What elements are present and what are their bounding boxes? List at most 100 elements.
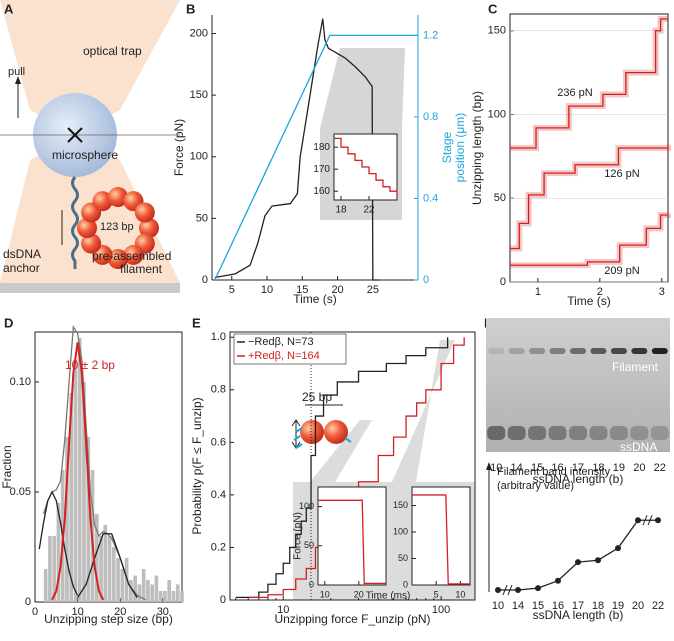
y-tick-label: 150 [393, 500, 408, 510]
data-line [51, 342, 105, 601]
bar [124, 557, 129, 602]
data-line [334, 137, 398, 196]
series-label: 126 pN [604, 168, 640, 180]
bar [154, 575, 159, 602]
data-point [595, 557, 601, 564]
y-axis-label: Force (pN) [172, 119, 186, 176]
data-line [214, 34, 418, 281]
dna [71, 176, 79, 269]
x-tick-label: 15 [531, 462, 543, 474]
legend-box [233, 333, 347, 365]
filament-bead [92, 191, 113, 212]
bead [324, 420, 348, 444]
gel-band [569, 426, 587, 440]
y-tick-label: 0 [25, 596, 31, 608]
annotation: 25 bp [302, 390, 332, 404]
y-tick-label: 160 [313, 186, 330, 197]
y-axis-label: Fraction [0, 445, 14, 488]
bar [82, 381, 86, 602]
filament-bead [108, 249, 128, 269]
bar [129, 579, 133, 602]
y2-tick-label: 0 [423, 274, 429, 286]
x-tick-label: 19 [612, 600, 624, 612]
zoom-wedge [310, 420, 372, 482]
filament-bead [134, 202, 155, 223]
bar [133, 575, 137, 602]
zoom-wedge [320, 48, 405, 128]
filament-bead [123, 244, 144, 265]
y2-tick-label: 0.4 [423, 192, 438, 204]
y-arrow-head [486, 462, 492, 470]
bar [111, 546, 116, 602]
bar [137, 584, 142, 602]
x-tick-label: 22 [363, 205, 375, 216]
gel-band [631, 348, 648, 354]
gel-band [528, 426, 547, 440]
data-line [510, 144, 669, 250]
bar [141, 568, 146, 602]
x-tick-label: 1 [535, 286, 541, 298]
data-point [515, 587, 521, 593]
bar [56, 502, 61, 602]
x-axis-label: Time (s) [293, 292, 337, 306]
filament-bead [77, 218, 97, 238]
x-tick-label: 5 [434, 589, 439, 599]
x-tick-label: 30 [157, 606, 169, 618]
zoom-wedge [392, 340, 455, 482]
filament-ring [77, 187, 159, 269]
axis-break [642, 515, 653, 526]
gel-band [487, 426, 506, 440]
x-tick-label: 22 [652, 600, 664, 612]
bar [77, 337, 82, 602]
bar [86, 436, 91, 602]
y-tick-label: 150 [190, 89, 208, 101]
data-point [555, 577, 561, 584]
bar [48, 535, 52, 602]
x-tick-label: 25 [367, 284, 379, 296]
y-axis-label: (arbitrary value) [497, 480, 574, 492]
x-tick-label: 10 [490, 462, 502, 474]
pull-arrow-head [15, 76, 21, 84]
data-line [510, 18, 668, 149]
x-tick-label: 18 [335, 205, 347, 216]
x-tick-label: 15 [296, 284, 308, 296]
gel-band [488, 348, 505, 354]
force-arrows [291, 419, 301, 449]
gel-band [570, 348, 586, 354]
data-line [412, 494, 470, 585]
x-tick-label: 10 [277, 604, 289, 616]
x-tick-label: 17 [572, 462, 584, 474]
dna-strand [293, 427, 352, 449]
gel-band [548, 426, 567, 440]
legend-label: +Redβ, N=164 [248, 350, 320, 362]
y-tick-label: 50 [494, 192, 506, 204]
data-point [535, 585, 541, 592]
y-tick-label: 0.05 [10, 486, 31, 498]
x-tick-label: 14 [512, 600, 524, 612]
x-tick-label: 19 [613, 462, 625, 474]
y-tick-label: 0.8 [211, 384, 226, 396]
gel-label: ssDNA [620, 440, 657, 454]
y-tick-label: 100 [488, 108, 506, 120]
label: optical trap [83, 44, 142, 58]
bar [163, 590, 167, 602]
filament-bead [139, 218, 159, 238]
filament-bead [108, 187, 128, 207]
x-tick-label: 14 [511, 462, 523, 474]
y-tick-label: 0.4 [211, 489, 226, 501]
x-tick-label: 20 [114, 606, 126, 618]
data-line [214, 18, 380, 281]
y-axis-label: Filament band intensity [497, 466, 611, 478]
data-point [635, 517, 641, 524]
x-tick-label: 20 [633, 462, 645, 474]
x-axis-label: ssDNA length (b) [533, 472, 624, 486]
x-tick-label: 0 [32, 606, 38, 618]
x-tick-label: 100 [432, 604, 450, 616]
bar [180, 590, 184, 602]
bar [65, 436, 69, 602]
data-point [615, 545, 621, 552]
y-axis-label: Probability p(F ≤ F_unzip) [190, 397, 204, 534]
y2-axis-label: position (μm) [453, 113, 467, 183]
label: microsphere [52, 148, 118, 162]
